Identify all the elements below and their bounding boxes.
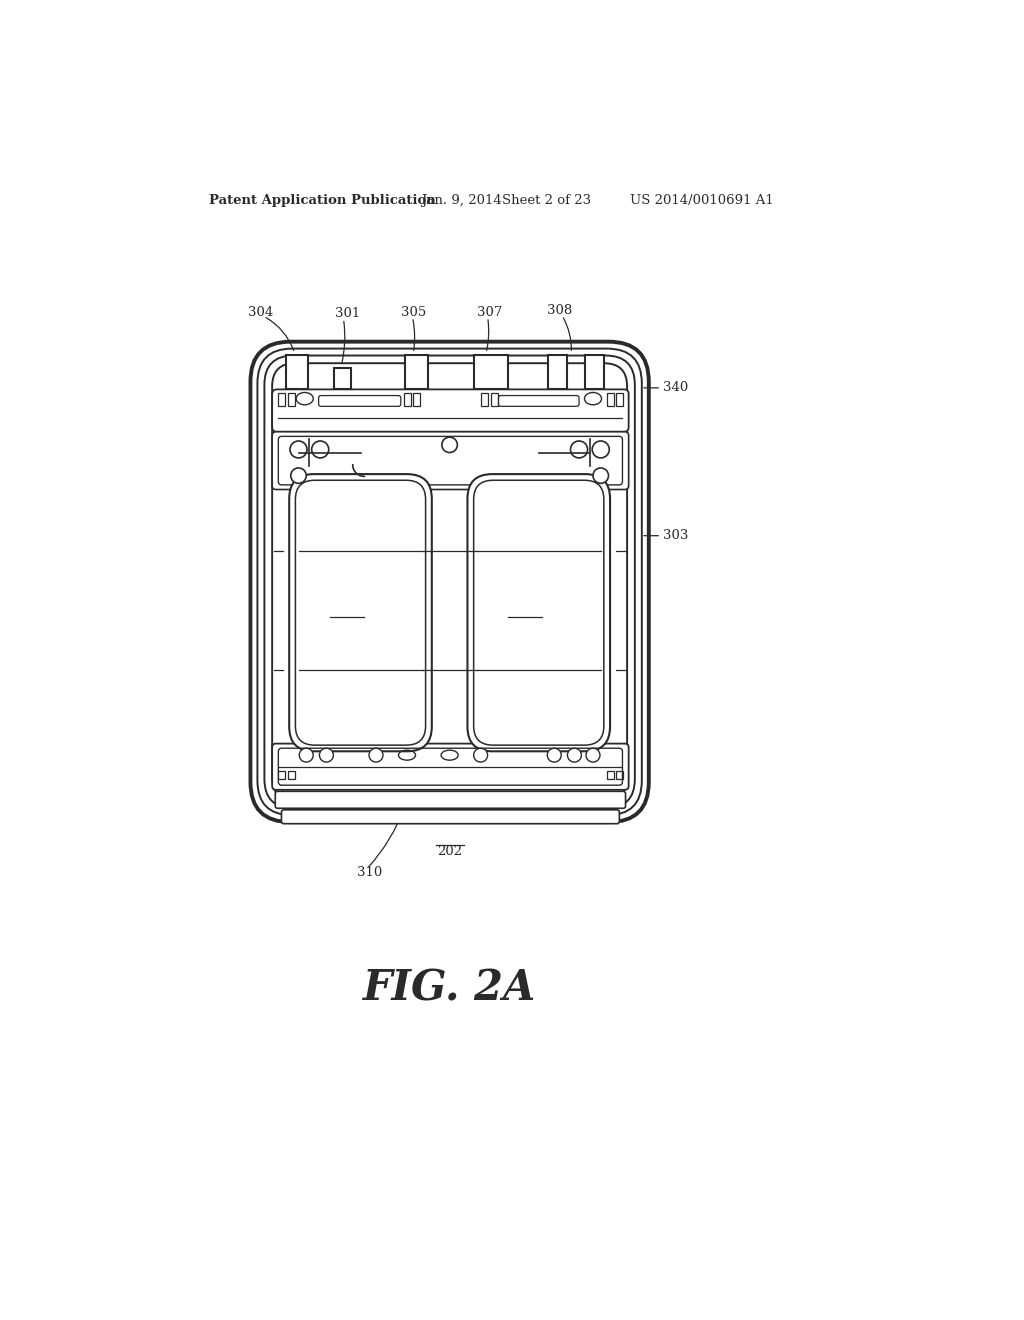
- Text: Patent Application Publication: Patent Application Publication: [209, 194, 436, 207]
- Circle shape: [592, 441, 609, 458]
- Circle shape: [290, 441, 307, 458]
- Bar: [414, 393, 420, 407]
- Bar: [288, 393, 295, 407]
- Bar: [492, 393, 499, 407]
- Text: US 2014/0010691 A1: US 2014/0010691 A1: [630, 194, 774, 207]
- Bar: [404, 355, 428, 389]
- Circle shape: [593, 469, 608, 483]
- Circle shape: [586, 748, 600, 762]
- Circle shape: [570, 441, 588, 458]
- Circle shape: [291, 469, 306, 483]
- Text: 307: 307: [477, 306, 502, 319]
- FancyBboxPatch shape: [467, 474, 610, 751]
- FancyBboxPatch shape: [251, 342, 649, 822]
- Text: FIG. 2A: FIG. 2A: [362, 968, 537, 1010]
- Bar: [616, 771, 624, 779]
- Text: 308: 308: [547, 305, 571, 317]
- Circle shape: [369, 748, 383, 762]
- Bar: [481, 393, 488, 407]
- FancyBboxPatch shape: [282, 810, 620, 824]
- Bar: [288, 771, 295, 779]
- Text: 305: 305: [400, 306, 426, 319]
- Bar: [607, 771, 614, 779]
- FancyBboxPatch shape: [275, 792, 626, 808]
- Bar: [474, 355, 508, 389]
- Text: 310: 310: [356, 866, 382, 879]
- FancyBboxPatch shape: [272, 432, 629, 490]
- Bar: [616, 393, 624, 407]
- Circle shape: [319, 748, 334, 762]
- Bar: [403, 393, 411, 407]
- Circle shape: [474, 748, 487, 762]
- Circle shape: [442, 437, 458, 453]
- Text: 202: 202: [437, 845, 462, 858]
- Text: 304: 304: [248, 306, 273, 319]
- Text: Sheet 2 of 23: Sheet 2 of 23: [503, 194, 592, 207]
- Circle shape: [299, 748, 313, 762]
- Bar: [278, 771, 286, 779]
- Bar: [286, 355, 308, 389]
- Bar: [278, 393, 286, 407]
- Text: 333: 333: [333, 618, 360, 631]
- FancyBboxPatch shape: [289, 474, 432, 751]
- Bar: [548, 355, 566, 389]
- Text: 340: 340: [663, 381, 688, 395]
- Circle shape: [311, 441, 329, 458]
- Bar: [586, 355, 604, 389]
- FancyBboxPatch shape: [272, 389, 629, 432]
- Text: 334: 334: [511, 618, 539, 631]
- Text: 301: 301: [335, 308, 360, 321]
- Circle shape: [567, 748, 582, 762]
- Circle shape: [547, 748, 561, 762]
- Bar: [607, 393, 614, 407]
- Text: 303: 303: [663, 529, 688, 543]
- Text: Jan. 9, 2014: Jan. 9, 2014: [421, 194, 502, 207]
- FancyBboxPatch shape: [272, 743, 629, 789]
- Bar: [334, 368, 351, 389]
